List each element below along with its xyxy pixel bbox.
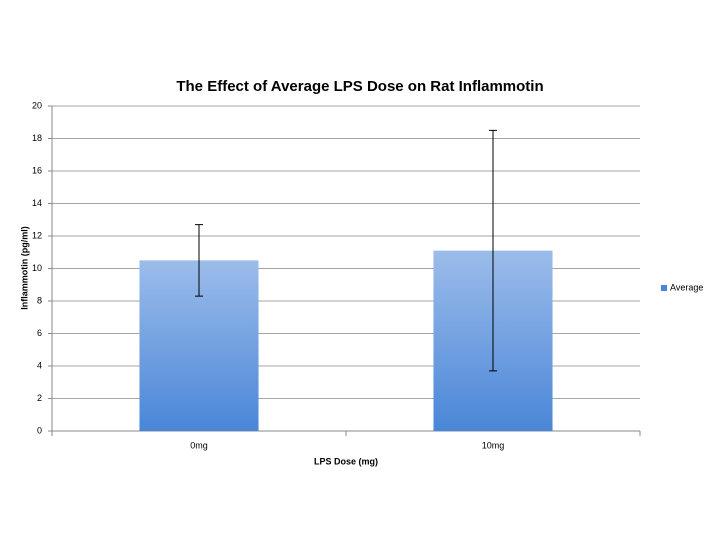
y-tick-label: 10 — [32, 263, 42, 273]
y-tick-label: 6 — [37, 328, 42, 338]
y-tick-label: 14 — [32, 198, 42, 208]
y-tick-label: 12 — [32, 230, 42, 240]
legend-swatch — [661, 285, 667, 291]
error-bar — [195, 224, 203, 297]
y-tick-label: 20 — [32, 100, 42, 110]
y-tick-label: 16 — [32, 165, 42, 175]
y-tick-label: 2 — [37, 393, 42, 403]
error-bar — [489, 129, 497, 372]
x-axis-label: LPS Dose (mg) — [314, 456, 378, 466]
x-tick-label: 10mg — [482, 440, 505, 450]
chart-title: The Effect of Average LPS Dose on Rat In… — [176, 78, 543, 95]
x-tick-label: 0mg — [190, 440, 208, 450]
legend-label: Average — [670, 282, 703, 292]
y-tick-label: 18 — [32, 133, 42, 143]
y-axis-label: Inflammotin (pg/ml) — [19, 226, 29, 310]
y-tick-label: 8 — [37, 295, 42, 305]
y-tick-label: 0 — [37, 425, 42, 435]
y-tick-label: 4 — [37, 360, 42, 370]
